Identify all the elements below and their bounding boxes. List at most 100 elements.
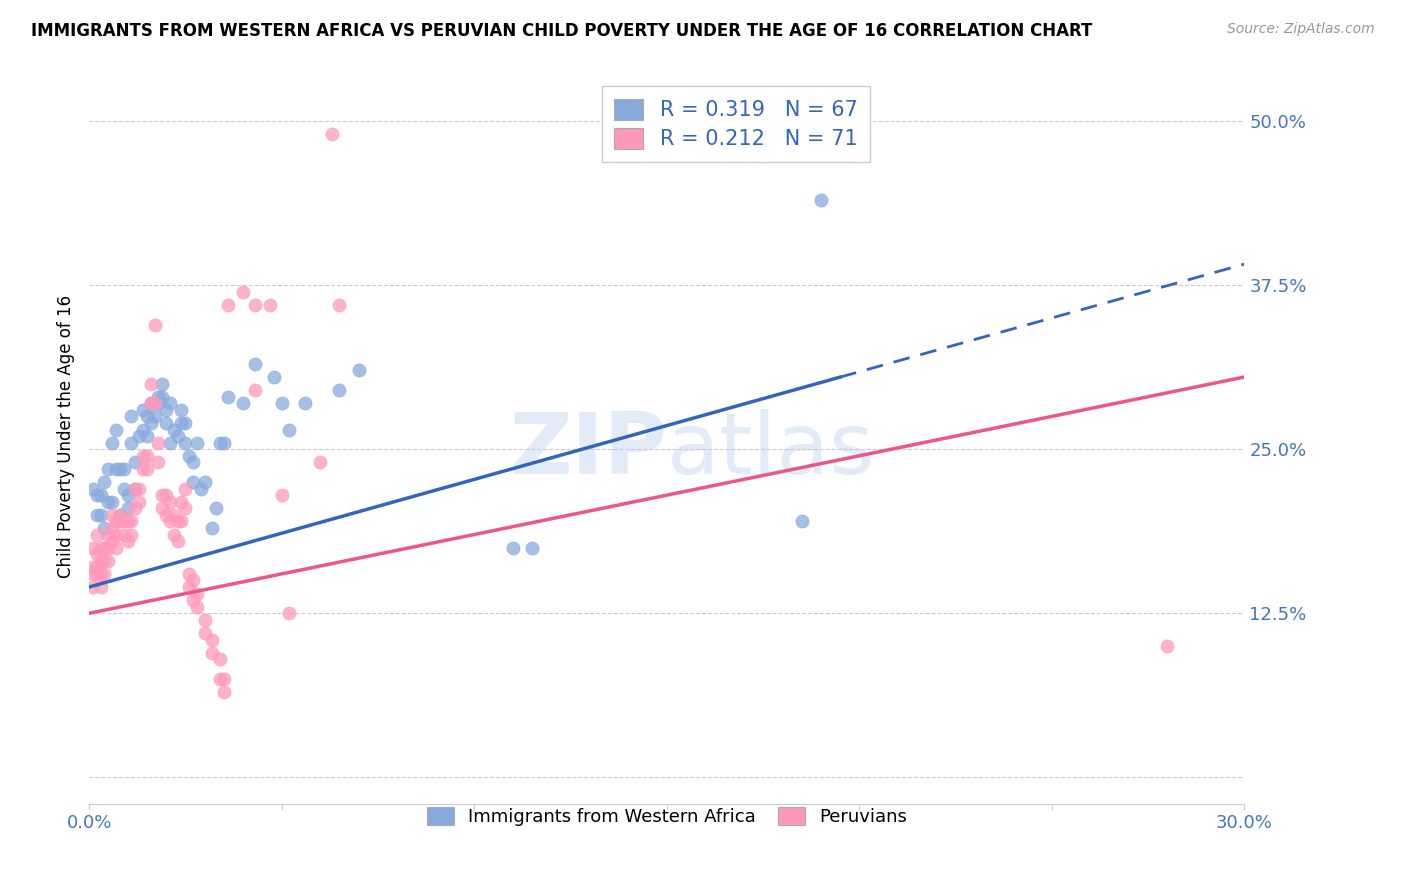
Point [1156,639,1178,653]
Point [82,580,104,594]
Point [155,416,177,430]
Point [135,462,157,476]
Point [93,566,115,581]
Point [294,396,316,410]
Point [93,521,115,535]
Point [186,599,208,614]
Point [194,475,217,489]
Point [128,494,150,508]
Point [124,482,146,496]
Point [105,423,128,437]
Point [132,462,155,476]
Point [208,652,231,666]
Point [86,547,108,561]
Point [139,376,162,391]
Text: atlas: atlas [666,409,875,492]
Point [86,560,108,574]
Point [117,515,139,529]
Point [190,482,212,496]
Point [120,409,142,424]
Point [97,494,120,508]
Point [181,574,204,588]
Point [328,298,350,312]
Point [108,508,131,522]
Text: Source: ZipAtlas.com: Source: ZipAtlas.com [1227,22,1375,37]
Point [194,613,217,627]
Point [139,416,162,430]
Point [155,402,177,417]
Point [101,508,124,522]
Point [112,462,135,476]
Point [163,423,186,437]
Point [86,488,108,502]
Point [90,580,112,594]
Point [278,607,301,621]
Point [148,435,170,450]
Point [90,566,112,581]
Point [217,390,239,404]
Point [101,534,124,549]
Point [120,515,142,529]
Point [93,541,115,555]
Point [148,455,170,469]
Point [243,298,266,312]
Point [150,390,173,404]
Point [208,435,231,450]
Point [93,475,115,489]
Point [232,396,254,410]
Point [101,521,124,535]
Point [810,193,832,207]
Point [150,376,173,391]
Point [181,593,204,607]
Point [179,566,201,581]
Point [124,501,146,516]
Point [170,515,193,529]
Point [143,396,166,410]
Point [790,515,813,529]
Point [159,396,181,410]
Point [174,501,197,516]
Point [150,488,173,502]
Point [97,554,120,568]
Point [174,482,197,496]
Point [135,429,157,443]
Point [328,383,350,397]
Point [270,488,292,502]
Point [132,449,155,463]
Point [143,318,166,332]
Point [90,554,112,568]
Point [186,435,208,450]
Point [132,402,155,417]
Point [86,508,108,522]
Point [179,449,201,463]
Point [112,515,135,529]
Point [163,527,186,541]
Point [105,527,128,541]
Point [82,566,104,581]
Point [101,494,124,508]
Point [159,515,181,529]
Point [86,527,108,541]
Point [97,541,120,555]
Point [194,626,217,640]
Point [93,554,115,568]
Point [174,416,197,430]
Point [135,409,157,424]
Point [520,541,543,555]
Point [135,449,157,463]
Point [212,685,235,699]
Point [97,462,120,476]
Point [117,501,139,516]
Point [259,298,281,312]
Point [132,423,155,437]
Point [347,363,370,377]
Point [170,416,193,430]
Point [208,672,231,686]
Point [170,494,193,508]
Point [212,435,235,450]
Point [143,409,166,424]
Point [108,462,131,476]
Point [212,672,235,686]
Y-axis label: Child Poverty Under the Age of 16: Child Poverty Under the Age of 16 [58,294,75,578]
Point [124,455,146,469]
